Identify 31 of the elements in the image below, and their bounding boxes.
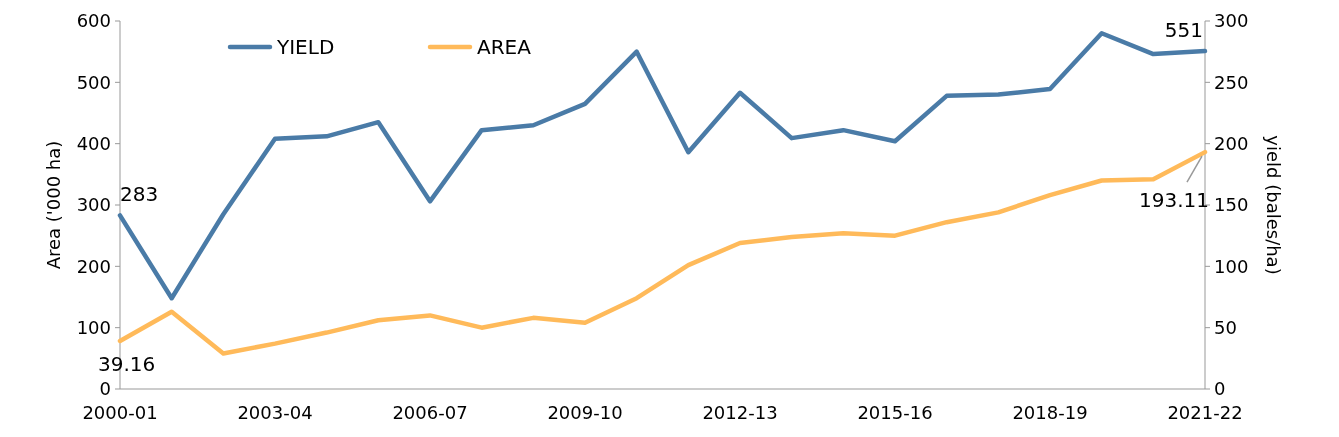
y2-tick-label: 250 <box>1214 71 1249 93</box>
legend-label: YIELD <box>276 35 335 59</box>
y2-tick-label: 150 <box>1214 194 1249 216</box>
legend-label: AREA <box>477 35 532 59</box>
x-tick-label: 2000-01 <box>82 402 158 423</box>
x-tick-label: 2021-22 <box>1167 402 1243 423</box>
x-tick-label: 2003-04 <box>237 402 313 423</box>
x-tick-label: 2015-16 <box>857 402 933 423</box>
data-label: 283 <box>120 182 159 207</box>
x-tick-label: 2009-10 <box>547 402 623 423</box>
data-label: 39.16 <box>98 351 156 376</box>
x-tick-label: 2012-13 <box>702 402 778 423</box>
y2-tick-label: 100 <box>1214 255 1249 277</box>
y-tick-label: 400 <box>76 132 111 154</box>
line-series <box>117 149 1208 356</box>
y-tick-label: 200 <box>76 255 111 277</box>
x-tick-label: 2006-07 <box>392 402 468 423</box>
y2-tick-label: 200 <box>1214 132 1249 154</box>
y-axis-title: Area ('000 ha) <box>43 140 64 270</box>
y-tick-label: 0 <box>99 378 111 400</box>
y-tick-label: 500 <box>76 71 111 93</box>
y2-tick-label: 300 <box>1214 10 1249 32</box>
y-tick-label: 300 <box>76 194 111 216</box>
y-tick-label: 600 <box>76 10 111 32</box>
y-tick-label: 100 <box>76 316 111 338</box>
y2-tick-label: 50 <box>1214 316 1237 338</box>
data-label: 193.11 <box>1139 188 1209 213</box>
y2-axis-title: yield (bales/ha) <box>1263 135 1284 275</box>
y2-tick-label: 0 <box>1214 378 1226 400</box>
x-tick-label: 2018-19 <box>1012 402 1088 423</box>
data-label: 551 <box>1164 18 1203 43</box>
